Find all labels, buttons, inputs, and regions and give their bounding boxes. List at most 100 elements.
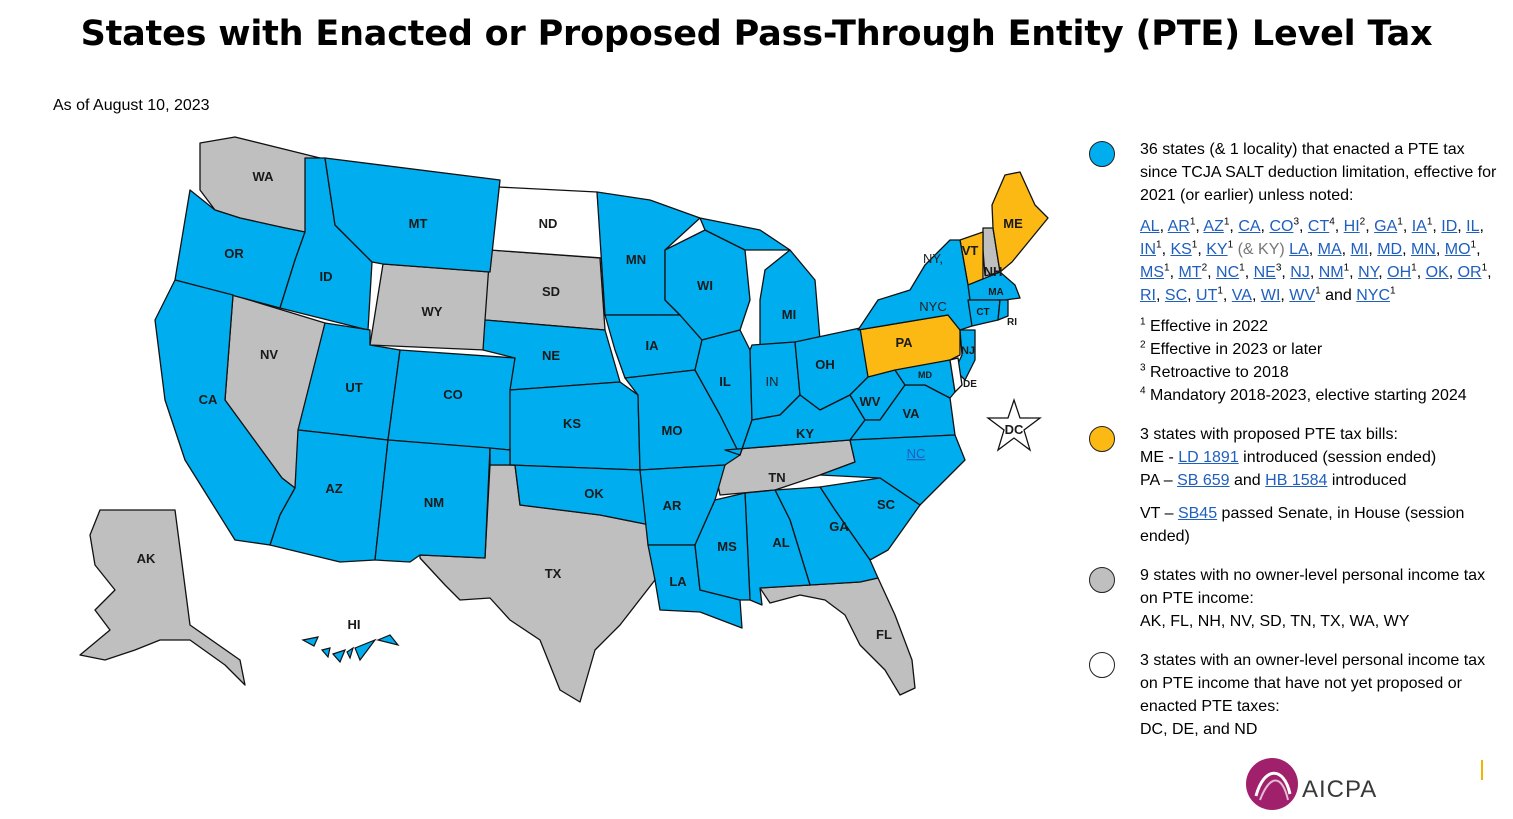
legend-proposed: 3 states with proposed PTE tax bills: ME… [1085,423,1505,548]
state-link-ne[interactable]: NE [1253,264,1276,281]
state-link-mi[interactable]: MI [1350,241,1369,258]
state-link-nyc[interactable]: NYC [1356,287,1390,304]
label-il: IL [719,374,731,389]
label-vt: VT [962,243,979,258]
label-ne: NE [542,348,560,363]
label-ct: CT [976,307,989,318]
label-ms: MS [717,539,737,554]
aicpa-mark-icon [1246,758,1298,810]
footnote-marker: 2 [1359,216,1366,228]
label-ma: MA [988,287,1004,298]
state-link-ga[interactable]: GA [1374,218,1398,235]
state-link-az[interactable]: AZ [1203,218,1224,235]
dc-star [986,397,1042,452]
label-md: MD [918,370,932,380]
sb-659-link[interactable]: SB 659 [1177,472,1230,489]
label-co: CO [443,387,463,402]
state-link-nc[interactable]: NC [1216,264,1240,281]
label-hi: HI [348,617,361,632]
footnote-3: 3 Retroactive to 2018 [1140,362,1289,381]
us-map: WA OR CA ID NV MT WY UT AZ CO NM ND SD N… [79,136,1049,703]
state-link-ia[interactable]: IA [1411,218,1427,235]
label-tn: TN [768,470,785,485]
label-ar: AR [663,498,682,513]
state-link-la[interactable]: LA [1289,241,1309,258]
state-link-hi[interactable]: HI [1343,218,1360,235]
label-al: AL [772,535,789,550]
label-nyc: NYC [919,299,946,314]
state-mi-up [699,217,791,251]
label-ia: IA [646,338,660,353]
hb-1584-link[interactable]: HB 1584 [1265,472,1328,489]
label-de: DE [963,379,977,390]
state-link-al[interactable]: AL [1140,218,1160,235]
label-mi: MI [782,307,796,322]
footnote-marker: 1 [1411,262,1417,274]
enacted-footnotes: 1 Effective in 2022 2 Effective in 2023 o… [1140,315,1505,407]
state-link-md[interactable]: MD [1377,241,1403,258]
none-swatch [1089,652,1115,678]
state-link-ks[interactable]: KS [1170,241,1192,258]
state-link-or[interactable]: OR [1457,264,1482,281]
state-link-sc[interactable]: SC [1164,287,1188,304]
footnote-marker: 4 [1329,216,1335,228]
state-link-ms[interactable]: MS [1140,264,1164,281]
label-nd: ND [539,216,558,231]
label-wa: WA [253,169,275,184]
footnote-marker: 1 [1191,239,1198,251]
footnote-marker: 1 [1426,216,1433,228]
state-link-ri[interactable]: RI [1140,287,1156,304]
label-ok: OK [584,486,604,501]
label-ny: NY, [923,251,943,266]
legend-enacted: 36 states (& 1 locality) that enacted a … [1085,138,1505,407]
state-link-ky[interactable]: KY [1206,241,1228,258]
label-wy: WY [422,304,443,319]
aicpa-logo: AICPA [1244,756,1404,811]
enacted-text: 36 states (& 1 locality) that enacted a … [1140,141,1497,204]
state-link-mt[interactable]: MT [1178,264,1202,281]
footnote-marker: 1 [1164,262,1170,274]
footnote-marker: 1 [1481,262,1488,274]
state-link-co[interactable]: CO [1269,218,1294,235]
footnote-marker: 1 [1343,262,1350,274]
state-link-ma[interactable]: MA [1317,241,1342,258]
state-ms [694,492,751,601]
bill-vt-suffix: passed Senate, in House (session ended) [1140,505,1465,545]
enacted-swatch [1089,141,1115,167]
enacted-state-links: AL, AR1, AZ1, CA, CO3, CT4, HI2, GA1, IA… [1140,216,1492,304]
state-link-nj[interactable]: NJ [1290,264,1310,281]
aicpa-wordmark: AICPA [1302,776,1378,803]
footnote-2: 2 Effective in 2023 or later [1140,339,1323,358]
state-al [744,489,811,606]
footnote-marker: 1 [1217,285,1223,297]
bill-vt: VT – SB45 passed Senate, in House (sessi… [1140,502,1505,548]
state-link-oh[interactable]: OH [1387,264,1412,281]
state-link-il[interactable]: IL [1466,218,1480,235]
footnote-marker: 1 [1189,216,1196,228]
label-mn: MN [626,252,646,267]
footnote-marker: 1 [1156,239,1162,251]
state-link-mo[interactable]: MO [1444,241,1471,258]
footnote-marker: 1 [1397,216,1403,228]
state-link-ar[interactable]: AR [1167,218,1190,235]
state-link-ct[interactable]: CT [1307,218,1330,235]
state-link-ny[interactable]: NY [1358,264,1379,281]
state-link-mn[interactable]: MN [1410,241,1436,258]
state-link-id[interactable]: ID [1441,218,1458,235]
state-link-wi[interactable]: WI [1260,287,1281,304]
state-link-ok[interactable]: OK [1425,264,1449,281]
state-link-in[interactable]: IN [1140,241,1156,258]
page-title: States with Enacted or Proposed Pass-Thr… [80,14,1433,54]
state-link-va[interactable]: VA [1231,287,1252,304]
state-link-ca[interactable]: CA [1238,218,1261,235]
state-link-nm[interactable]: NM [1318,264,1344,281]
sb45-link[interactable]: SB45 [1177,505,1218,522]
label-oh: OH [815,357,835,372]
state-link-wv[interactable]: WV [1289,287,1316,304]
ld-1891-link[interactable]: LD 1891 [1178,449,1239,466]
as-of-date: As of August 10, 2023 [53,97,210,114]
label-in: IN [766,374,779,389]
label-nj: NJ [961,345,975,357]
state-de [949,357,963,393]
state-link-ut[interactable]: UT [1196,287,1218,304]
